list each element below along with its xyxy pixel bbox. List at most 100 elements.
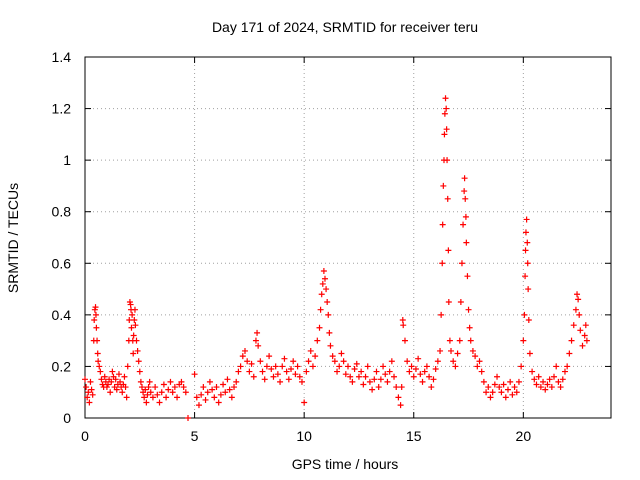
data-point xyxy=(526,350,533,357)
data-point xyxy=(307,347,314,354)
data-point xyxy=(163,394,170,401)
data-point xyxy=(559,376,566,383)
data-point xyxy=(432,366,439,373)
data-point xyxy=(522,229,529,236)
data-point xyxy=(444,195,451,202)
data-point xyxy=(152,384,159,391)
data-point xyxy=(456,337,463,344)
data-point xyxy=(154,391,161,398)
data-point xyxy=(137,378,144,385)
data-point xyxy=(305,358,312,365)
data-point xyxy=(548,384,555,391)
data-point xyxy=(349,378,356,385)
data-point xyxy=(86,399,93,406)
data-point xyxy=(575,296,582,303)
data-point xyxy=(462,213,469,220)
data-point xyxy=(522,273,529,280)
data-point xyxy=(211,394,218,401)
data-point xyxy=(521,311,528,318)
data-point xyxy=(434,358,441,365)
data-point xyxy=(101,373,108,380)
data-point xyxy=(244,358,251,365)
data-point xyxy=(296,373,303,380)
data-point xyxy=(461,175,468,182)
data-point xyxy=(408,363,415,370)
data-point xyxy=(206,378,213,385)
data-point xyxy=(117,378,124,385)
data-point xyxy=(430,376,437,383)
data-point xyxy=(316,324,323,331)
data-point xyxy=(178,378,185,385)
data-point xyxy=(440,182,447,189)
data-point xyxy=(89,391,96,398)
data-point xyxy=(130,350,137,357)
data-point xyxy=(466,324,473,331)
data-point xyxy=(143,399,150,406)
data-point xyxy=(450,358,457,365)
y-tick-label: 0 xyxy=(63,410,71,426)
data-point xyxy=(283,368,290,375)
data-point xyxy=(463,239,470,246)
data-point xyxy=(146,378,153,385)
data-point xyxy=(388,358,395,365)
data-point xyxy=(525,286,532,293)
data-point xyxy=(317,306,324,313)
data-point xyxy=(213,384,220,391)
data-point xyxy=(443,126,450,133)
data-point xyxy=(525,317,532,324)
data-point xyxy=(404,358,411,365)
data-point xyxy=(398,384,405,391)
data-point xyxy=(347,373,354,380)
data-point xyxy=(274,371,281,378)
tick-labels: 0 5 10 15 20 0 0.2 0.4 0.6 0.8 1 1.2 1.4 xyxy=(52,49,532,444)
data-point xyxy=(241,347,248,354)
data-point xyxy=(226,386,233,393)
data-point xyxy=(220,381,227,388)
data-point xyxy=(94,337,101,344)
data-point xyxy=(557,384,564,391)
data-point xyxy=(472,353,479,360)
data-point xyxy=(380,363,387,370)
data-point xyxy=(301,399,308,406)
data-point xyxy=(108,378,115,385)
data-point xyxy=(393,384,400,391)
data-point xyxy=(126,317,133,324)
data-point xyxy=(127,301,134,308)
data-point xyxy=(351,366,358,373)
data-point xyxy=(454,350,461,357)
data-point xyxy=(544,381,551,388)
data-point xyxy=(576,311,583,318)
data-point xyxy=(324,298,331,305)
x-axis-label: GPS time / hours xyxy=(292,456,399,472)
data-point xyxy=(399,317,406,324)
data-point xyxy=(93,324,100,331)
data-point xyxy=(83,384,90,391)
data-point xyxy=(255,342,262,349)
data-point xyxy=(443,105,450,112)
data-point xyxy=(309,363,316,370)
data-point xyxy=(551,373,558,380)
data-point xyxy=(144,391,151,398)
data-point xyxy=(248,360,255,367)
data-point xyxy=(231,384,238,391)
y-tick-label: 1.4 xyxy=(52,49,72,65)
data-point xyxy=(502,394,509,401)
data-point xyxy=(82,376,88,383)
data-point xyxy=(149,394,156,401)
data-point xyxy=(123,394,130,401)
grid xyxy=(85,57,611,418)
data-point xyxy=(535,373,542,380)
data-point xyxy=(133,337,140,344)
y-tick-label: 1.2 xyxy=(52,101,72,117)
data-point xyxy=(467,337,474,344)
data-point xyxy=(460,221,467,228)
data-point xyxy=(410,373,417,380)
data-point xyxy=(355,373,362,380)
data-point xyxy=(464,273,471,280)
data-point xyxy=(129,311,136,318)
data-point xyxy=(391,373,398,380)
data-point xyxy=(314,337,321,344)
data-point xyxy=(496,384,503,391)
data-point xyxy=(476,358,483,365)
data-point xyxy=(268,366,275,373)
